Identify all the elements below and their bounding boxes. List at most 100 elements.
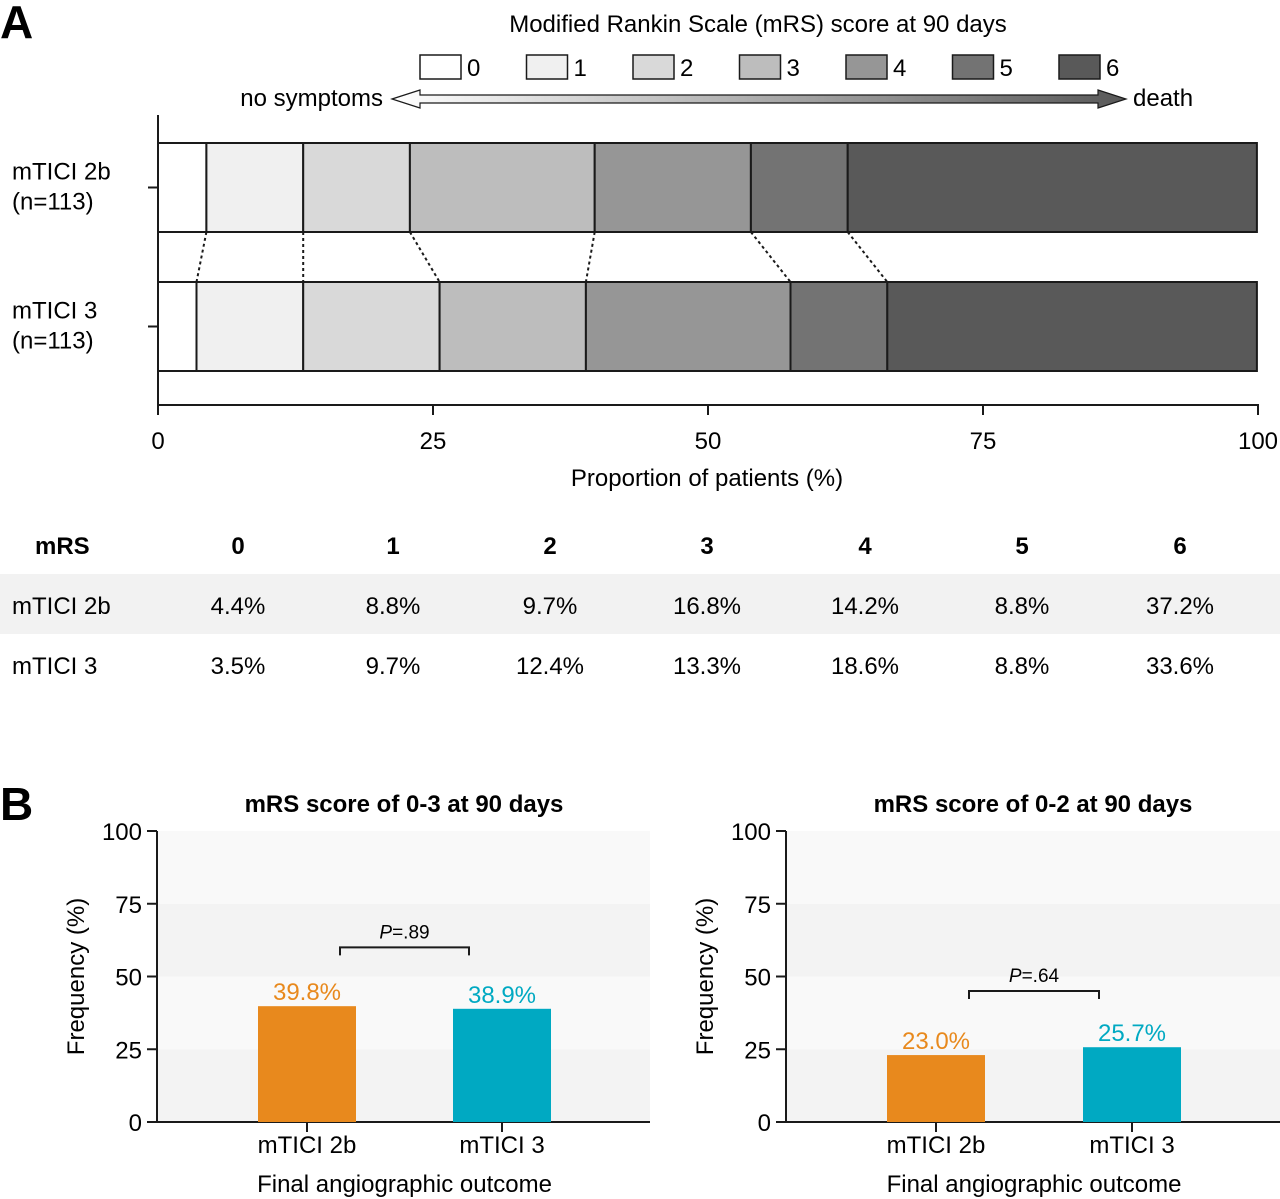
bar-segment-row1-mrs2 (302, 281, 441, 372)
plot-band-0 (157, 1049, 650, 1122)
bar-mtici-3 (1083, 1047, 1181, 1122)
bar-segment-row1-mrs1 (195, 281, 305, 372)
chart-a-xtick-label-3: 75 (970, 428, 997, 455)
table-cell-1-4: 18.6% (831, 653, 899, 680)
bar-value-label-0: 23.0% (902, 1028, 970, 1055)
x-axis-label: Final angiographic outcome (887, 1171, 1182, 1198)
bar-chart-mrs-0-2: mRS score of 0-2 at 90 days 0 25 50 75 100 Fre… (692, 791, 1280, 1198)
bar-segment-row1-mrs0 (157, 281, 198, 372)
table-cell-0-3: 16.8% (673, 593, 741, 620)
bar-segment-row0-mrs1 (205, 142, 305, 233)
bar-segment-row1-mrs5 (789, 281, 889, 372)
legend-swatch-6 (1058, 54, 1101, 80)
legend-label-5: 5 (1000, 55, 1013, 82)
y-axis-label: Frequency (%) (692, 898, 719, 1055)
table-row-label-1: mTICI 3 (12, 653, 97, 680)
bar-segment-row1-mrs6 (886, 281, 1258, 372)
chart-a-xtick-label-4: 100 (1238, 428, 1278, 455)
table-cell-1-5: 8.8% (995, 653, 1050, 680)
table-header-col-5: 5 (1015, 533, 1028, 560)
ytick-label-4: 100 (731, 819, 771, 846)
table-header-col-3: 3 (700, 533, 713, 560)
ytick-label-2: 50 (115, 965, 142, 992)
bar-mtici-2b (258, 1006, 356, 1122)
table-header-col-1: 1 (386, 533, 399, 560)
legend: 0 1 2 3 4 5 6 (419, 54, 1119, 82)
ytick-label-0: 0 (129, 1110, 142, 1137)
legend-label-0: 0 (467, 55, 480, 82)
bar-segment-row1-mrs3 (438, 281, 587, 372)
ytick-label-0: 0 (758, 1110, 771, 1137)
p-value-label: P=.64 (1009, 966, 1060, 987)
xtick-label-0: mTICI 2b (887, 1132, 986, 1159)
xtick-label-0: mTICI 2b (258, 1132, 357, 1159)
plot-band-2 (157, 903, 650, 977)
arrow-left-label: no symptoms (240, 85, 383, 112)
plot-band-1 (786, 976, 1280, 1050)
connector-5 (846, 231, 889, 283)
chart-title: mRS score of 0-3 at 90 days (245, 791, 564, 818)
significance-bracket (339, 946, 470, 956)
table-header-label: mRS (35, 533, 90, 560)
xtick-label-1: mTICI 3 (1089, 1132, 1174, 1159)
plot-band-3 (786, 831, 1280, 904)
connector-2 (409, 231, 441, 283)
bar-segment-row0-mrs3 (408, 142, 596, 233)
legend-swatch-5 (951, 54, 995, 80)
legend-swatch-0 (419, 54, 462, 80)
chart-a-xtick-label-2: 50 (695, 428, 722, 455)
table-cell-1-2: 12.4% (516, 653, 584, 680)
chart-a-xtick-label-0: 0 (151, 428, 164, 455)
bar-segment-row0-mrs2 (302, 142, 411, 233)
legend-label-6: 6 (1106, 55, 1119, 82)
table-header-col-4: 4 (858, 533, 872, 560)
bar-chart-mrs-0-3: mRS score of 0-3 at 90 days 0 25 50 75 100 Fre… (63, 791, 650, 1198)
ytick-label-3: 75 (744, 892, 771, 919)
category-label-1-1: (n=113) (12, 328, 94, 355)
legend-swatch-3 (738, 54, 782, 80)
p-value-label: P=.89 (379, 922, 429, 943)
p-value-text: =.64 (1022, 966, 1060, 987)
legend-label-1: 1 (574, 55, 587, 82)
legend-label-4: 4 (893, 55, 906, 82)
bar-value-label-0: 39.8% (273, 979, 341, 1006)
xtick-label-1: mTICI 3 (459, 1132, 544, 1159)
plot-band-1 (157, 976, 650, 1050)
bar-segment-row1-mrs4 (584, 281, 792, 372)
legend-title: Modified Rankin Scale (mRS) score at 90 … (509, 11, 1007, 38)
legend-label-3: 3 (787, 55, 800, 82)
table-cell-0-4: 14.2% (831, 593, 899, 620)
table-cell-1-0: 3.5% (211, 653, 266, 680)
significance-bracket (968, 990, 1100, 1000)
chart-a-xlabel: Proportion of patients (%) (571, 465, 843, 492)
table-cell-0-1: 8.8% (366, 593, 421, 620)
legend-swatch-2 (632, 54, 675, 80)
ytick-label-3: 75 (115, 892, 142, 919)
table-cell-0-2: 9.7% (523, 593, 578, 620)
y-axis-label: Frequency (%) (63, 898, 90, 1055)
severity-arrow (390, 89, 1128, 109)
ytick-label-1: 25 (744, 1037, 771, 1064)
legend-swatch-4 (845, 54, 888, 80)
category-label-0-0: mTICI 2b (12, 159, 111, 186)
plot-band-2 (786, 903, 1280, 977)
ytick-label-4: 100 (102, 819, 142, 846)
ytick-label-1: 25 (115, 1037, 142, 1064)
panel-a-letter: A (0, 0, 33, 48)
table-row-stripe (0, 574, 1280, 634)
x-axis-label: Final angiographic outcome (257, 1171, 552, 1198)
arrow-right-label: death (1133, 85, 1193, 112)
bar-mtici-3 (453, 1008, 551, 1122)
bar-mtici-2b (887, 1055, 985, 1122)
panel-b-letter: B (0, 778, 33, 830)
plot-band-3 (157, 831, 650, 904)
table-row-label-0: mTICI 2b (12, 593, 111, 620)
connector-3 (584, 231, 596, 283)
p-value-text: =.89 (392, 922, 430, 943)
table-header-col-0: 0 (231, 533, 244, 560)
table-header-col-2: 2 (543, 533, 556, 560)
table-cell-0-0: 4.4% (211, 593, 266, 620)
ytick-label-2: 50 (744, 965, 771, 992)
bar-value-label-1: 38.9% (468, 982, 536, 1009)
